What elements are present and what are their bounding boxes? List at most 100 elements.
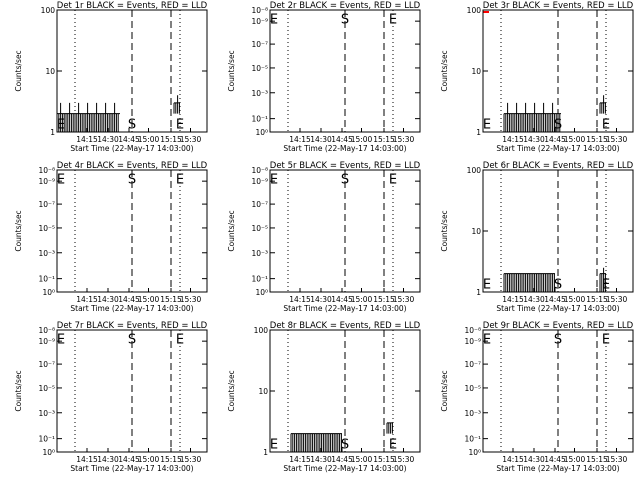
x-tick-label: 15:15	[373, 455, 395, 464]
detector-panel-9: Det 9r BLACK = Events, RED = LLD E S E 10⁰ 10…	[440, 321, 634, 473]
event-marker: E	[602, 117, 610, 132]
x-tick-label: 15:00	[351, 295, 373, 304]
y-tick-label: 10⁻³	[38, 249, 55, 258]
y-tick-label: 10⁰	[42, 448, 55, 457]
y-tick-label: 100	[467, 6, 482, 15]
y-tick-label: 10⁻⁷	[464, 360, 481, 369]
x-tick-label: 15:30	[180, 135, 202, 144]
plot-frame	[56, 329, 208, 453]
y-tick-label: 10	[258, 387, 268, 396]
y-axis-label: Counts/sec	[14, 370, 23, 411]
x-tick-label: 15:00	[138, 135, 160, 144]
y-tick-label: 10	[471, 227, 481, 236]
x-tick-label: 15:30	[393, 295, 415, 304]
panel-title: Det 3r BLACK = Events, RED = LLD	[483, 1, 634, 11]
detector-panel-7: Det 7r BLACK = Events, RED = LLD E S E 10⁰ 10…	[14, 321, 208, 473]
event-burst-series	[503, 102, 561, 132]
panel-title: Det 1r BLACK = Events, RED = LLD	[57, 1, 208, 11]
event-marker: E	[57, 117, 65, 132]
y-tick-label: 10⁻⁷	[38, 360, 55, 369]
y-axis-label: Counts/sec	[440, 370, 449, 411]
y-tick-label: 10⁻¹	[464, 435, 481, 444]
event-burst-series	[173, 95, 180, 114]
event-marker: E	[270, 437, 278, 452]
x-axis-label: Start Time (22-May-17 14:03:00)	[496, 464, 619, 473]
x-tick-label: 14:30	[523, 295, 545, 304]
x-tick-label: 14:45	[331, 295, 353, 304]
event-burst-series	[599, 267, 606, 292]
event-marker: E	[483, 277, 491, 292]
x-tick-label: 15:00	[138, 295, 160, 304]
x-tick-label: 14:15	[502, 455, 524, 464]
y-tick-label: 10⁻⁷	[38, 200, 55, 209]
x-tick-label: 15:30	[606, 455, 628, 464]
event-marker: S	[341, 437, 349, 452]
event-burst-series	[386, 422, 393, 434]
panel-title: Det 6r BLACK = Events, RED = LLD	[483, 161, 634, 171]
y-axis-label: Counts/sec	[227, 370, 236, 411]
x-tick-label: 14:30	[97, 455, 119, 464]
x-tick-label: 14:45	[331, 135, 353, 144]
y-tick-label: 10⁻⁹	[464, 337, 481, 346]
event-marker: S	[554, 117, 562, 132]
x-tick-label: 14:30	[310, 295, 332, 304]
x-tick-label: 14:45	[118, 455, 140, 464]
y-tick-label: 10⁻⁵	[464, 384, 481, 393]
event-marker: E	[57, 333, 65, 348]
event-marker: S	[341, 173, 349, 188]
x-tick-label: 14:45	[544, 455, 566, 464]
y-tick-label: 10⁻⁷	[251, 40, 268, 49]
x-axis-label: Start Time (22-May-17 14:03:00)	[70, 304, 193, 313]
y-tick-label: 1	[50, 128, 55, 137]
y-axis-label: Counts/sec	[14, 210, 23, 251]
event-marker: E	[389, 13, 397, 28]
event-marker: S	[128, 173, 136, 188]
x-tick-label: 15:15	[373, 295, 395, 304]
x-tick-label: 14:30	[310, 135, 332, 144]
y-tick-label: 10⁰	[468, 448, 481, 457]
x-tick-label: 15:30	[393, 455, 415, 464]
event-marker: S	[128, 333, 136, 348]
x-tick-label: 15:15	[160, 455, 182, 464]
x-axis-label: Start Time (22-May-17 14:03:00)	[283, 304, 406, 313]
y-tick-label: 10⁻³	[38, 409, 55, 418]
plot-frame	[56, 169, 208, 293]
y-tick-label: 10⁻⁵	[251, 224, 268, 233]
detector-panel-5: Det 5r BLACK = Events, RED = LLD E S E 10⁰ 10…	[227, 161, 421, 313]
x-tick-label: 15:00	[351, 455, 373, 464]
x-tick-label: 14:30	[523, 135, 545, 144]
y-axis-label: Counts/sec	[440, 50, 449, 91]
x-tick-label: 14:15	[76, 295, 98, 304]
x-tick-label: 14:15	[502, 295, 524, 304]
x-tick-label: 14:45	[544, 295, 566, 304]
y-tick-label: 10⁰	[255, 288, 268, 297]
y-tick-label: 10⁻⁸	[464, 326, 481, 335]
y-tick-label: 10	[45, 67, 55, 76]
x-axis-label: Start Time (22-May-17 14:03:00)	[283, 464, 406, 473]
x-tick-label: 15:00	[564, 455, 586, 464]
x-tick-label: 14:45	[331, 455, 353, 464]
y-tick-label: 10⁻⁹	[251, 177, 268, 186]
y-tick-label: 10⁻⁵	[38, 384, 55, 393]
y-tick-label: 10⁰	[255, 128, 268, 137]
event-marker: E	[176, 117, 184, 132]
x-tick-label: 14:15	[76, 455, 98, 464]
x-tick-label: 14:45	[544, 135, 566, 144]
y-tick-label: 1	[476, 128, 481, 137]
panel-title: Det 5r BLACK = Events, RED = LLD	[270, 161, 421, 171]
y-tick-label: 10⁻³	[251, 89, 268, 98]
event-burst-series	[599, 95, 606, 114]
event-marker: E	[602, 277, 610, 292]
plot-frame	[269, 169, 421, 293]
x-tick-label: 14:45	[118, 295, 140, 304]
x-tick-label: 14:30	[310, 455, 332, 464]
x-tick-label: 15:15	[586, 455, 608, 464]
panel-title: Det 2r BLACK = Events, RED = LLD	[270, 1, 421, 11]
x-tick-label: 15:15	[586, 295, 608, 304]
x-tick-label: 15:00	[564, 295, 586, 304]
y-axis-label: Counts/sec	[440, 210, 449, 251]
y-tick-label: 10⁻⁵	[251, 64, 268, 73]
